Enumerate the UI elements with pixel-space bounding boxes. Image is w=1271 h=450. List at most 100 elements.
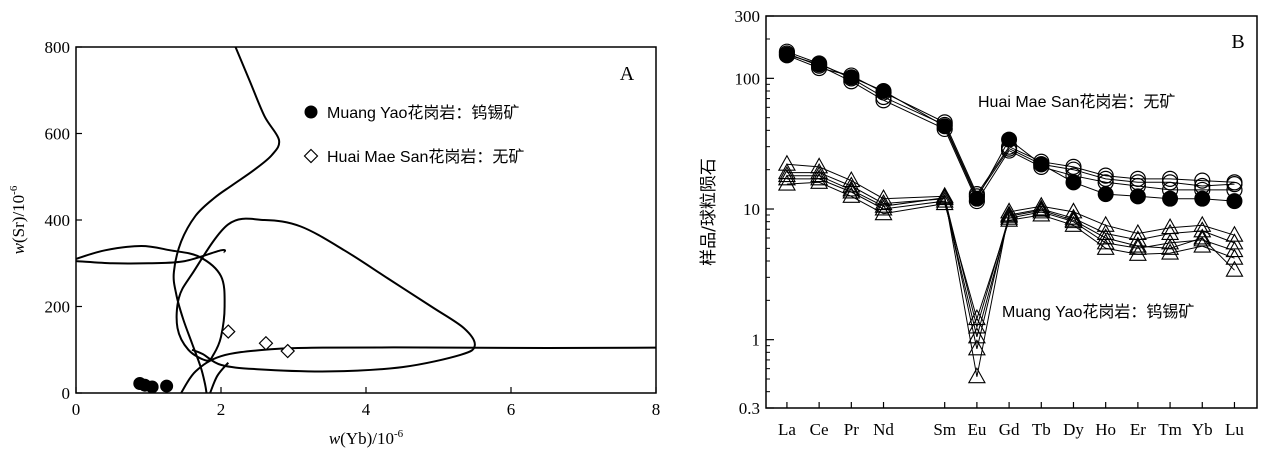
- panel-b-point: [1033, 156, 1050, 173]
- panel-b-point: [1000, 205, 1019, 222]
- panel-b-point: [810, 166, 829, 183]
- panel-b-xtick-label: Dy: [1063, 420, 1084, 439]
- panel-b-xtick-label: Er: [1130, 420, 1146, 439]
- panel-a-xlabel: w(Yb)/10-6: [329, 428, 404, 448]
- panel-b-point: [777, 162, 796, 180]
- panel-b-point: [1193, 230, 1212, 247]
- panel-b-point: [1128, 238, 1147, 255]
- panel-b-point: [1226, 193, 1243, 210]
- panel-b-point: [810, 169, 829, 186]
- panel-b-point: [1193, 236, 1212, 253]
- panel-b-xtick-label: Tm: [1158, 420, 1182, 439]
- panel-b-point: [1194, 172, 1211, 189]
- panel-b-point: [777, 174, 796, 191]
- panel-a-ytick-label: 200: [45, 298, 71, 317]
- panel-b-ytick-label: 1: [752, 331, 761, 350]
- panel-b-point: [1097, 167, 1114, 184]
- panel-b-point: [1032, 200, 1051, 217]
- panel-b-point: [968, 190, 985, 207]
- panel-b-point: [777, 169, 796, 186]
- panel-a-point-muang-yao: [160, 379, 174, 393]
- panel-b-ytick-label: 300: [735, 7, 761, 26]
- panel-b-point: [1226, 174, 1243, 191]
- panel-b-point: [1162, 190, 1179, 207]
- panel-a-xlabel-unit: (Yb)/10: [340, 429, 394, 448]
- panel-b-point: [777, 166, 796, 183]
- panel-b-point: [1225, 248, 1244, 265]
- panel-b-point: [935, 193, 954, 211]
- panel-b-ytick-label: 100: [735, 69, 761, 88]
- panel-b-point: [811, 56, 828, 73]
- panel-a-frame: [75, 46, 657, 394]
- panel-b-xtick-label: Gd: [999, 420, 1020, 439]
- panel-b-point: [1161, 238, 1180, 255]
- panel-b-point: [1096, 233, 1115, 250]
- panel-b-xtick-label: Eu: [967, 420, 986, 439]
- panel-b-xtick-label: La: [778, 420, 796, 439]
- panel-b-point: [1096, 228, 1115, 245]
- panel-a-legend-marker: [303, 148, 319, 164]
- panel-b-point: [1161, 233, 1180, 250]
- panel-b-point: [842, 180, 861, 197]
- panel-b-point: [874, 199, 893, 216]
- panel-a-points: [133, 324, 296, 394]
- panel-b-xtick-label: Pr: [844, 420, 859, 439]
- panel-b-point: [1129, 188, 1146, 205]
- panel-a-field-boundary: [180, 346, 657, 394]
- panel-a-xtick-label: 0: [72, 400, 81, 419]
- panel-b-point: [1000, 206, 1019, 223]
- panel-b-point: [1128, 236, 1147, 253]
- panel-b-xtick-label: Tb: [1032, 420, 1051, 439]
- panel-b-point: [1064, 208, 1083, 225]
- panel-b-point: [1193, 228, 1212, 245]
- panel-b-series-line: [786, 53, 1235, 203]
- panel-b-ytick-label: 0.3: [739, 399, 760, 418]
- panel-b-point: [1161, 243, 1180, 260]
- panel-b-point: [842, 170, 861, 188]
- panel-b-point: [1000, 210, 1019, 227]
- panel-b-point: [874, 193, 893, 211]
- panel-b-xtick-label: Ce: [810, 420, 829, 439]
- panel-b-annotation-huai-mae-san: Huai Mae San花岗岩：无矿: [978, 93, 1175, 111]
- panel-a-point-huai-mae-san: [220, 324, 236, 339]
- panel-a-point-huai-mae-san: [258, 335, 274, 351]
- panel-a-legend-label: Muang Yao花岗岩：钨锡矿: [327, 104, 519, 122]
- panel-b-point: [1064, 215, 1083, 232]
- panel-b-point: [1161, 174, 1179, 191]
- panel-b-point: [1064, 212, 1083, 229]
- panel-a-legend-marker: [304, 105, 318, 119]
- panel-b-point: [1161, 218, 1180, 235]
- panel-a-field-boundary: [209, 362, 230, 394]
- panel-b-point: [842, 182, 861, 199]
- panel-b-annotation-muang-yao: Muang Yao花岗岩：钨锡矿: [1002, 303, 1194, 321]
- panel-b-point: [1225, 260, 1244, 277]
- panel-b-xtick-label: Yb: [1192, 420, 1213, 439]
- panel-a-ytick-label: 400: [45, 211, 71, 230]
- panel-b-point: [843, 69, 860, 86]
- panel-b-point: [810, 162, 829, 180]
- panel-b-point: [1032, 196, 1051, 213]
- panel-a-ticks: 0 2 4 6 8 0 200 400 600 800: [45, 38, 661, 419]
- panel-a-point-muang-yao: [145, 380, 159, 394]
- panel-b-point: [967, 327, 986, 344]
- panel-a-ytick-label: 800: [45, 38, 71, 57]
- panel-b-point: [1161, 170, 1179, 187]
- panel-b-point: [936, 118, 953, 135]
- panel-a-xtick-label: 4: [362, 400, 371, 419]
- panel-b: 0.3 1 10 100 300 La Ce Pr Nd Sm Eu Gd Tb Dy Ho Er Tm Yb Lu…: [699, 7, 1258, 439]
- panel-b-point: [1032, 205, 1051, 222]
- panel-b-point: [1096, 238, 1115, 255]
- panel-b-xtick-label: Ho: [1095, 420, 1116, 439]
- panel-b-point: [842, 176, 861, 193]
- panel-b-point: [1065, 174, 1082, 191]
- panel-a-legend-label: Huai Mae San花岗岩：无矿: [327, 148, 524, 166]
- panel-b-point: [1096, 215, 1115, 232]
- panel-a-xtick-label: 8: [652, 400, 661, 419]
- panel-a-xtick-label: 6: [507, 400, 516, 419]
- panel-a-point-huai-mae-san: [280, 343, 296, 359]
- panel-a-label: A: [620, 63, 635, 85]
- panel-b-ytick-label: 10: [743, 200, 760, 219]
- panel-b-point: [1064, 210, 1083, 227]
- panel-b-point: [1128, 244, 1147, 261]
- panel-b-point: [967, 339, 986, 356]
